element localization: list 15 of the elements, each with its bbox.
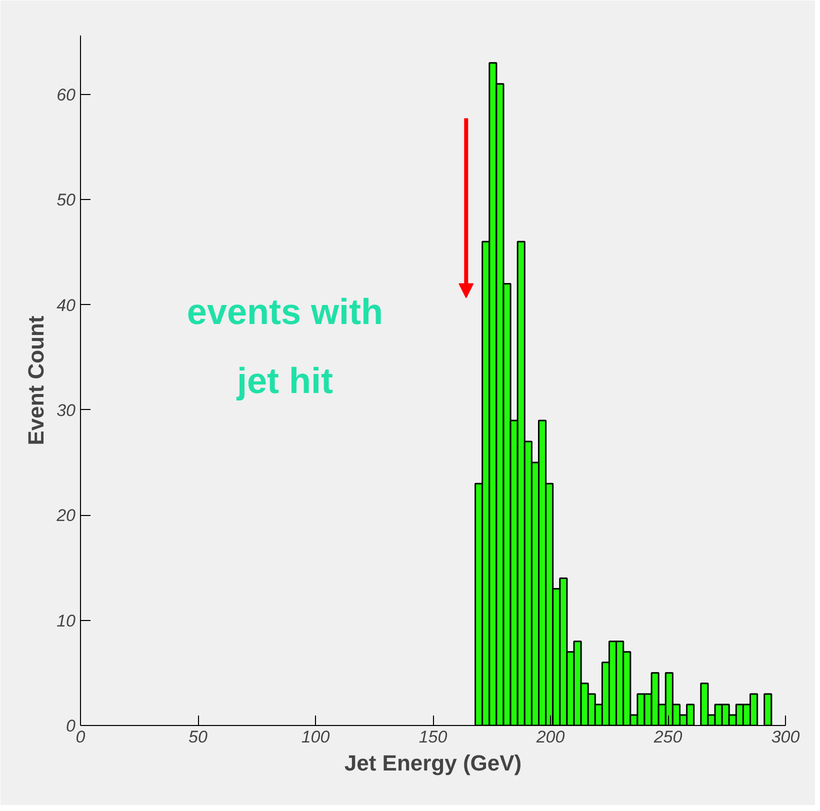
- x-tick-label: 300: [771, 728, 800, 746]
- x-axis-title: Jet Energy (GeV): [344, 750, 522, 776]
- x-tick-label: 200: [535, 728, 566, 746]
- y-tick-label: 40: [56, 296, 76, 315]
- x-tick-label: 250: [652, 728, 683, 746]
- y-axis-title: Event Count: [24, 315, 49, 446]
- y-tick-label: 30: [56, 400, 76, 420]
- y-tick-label: 10: [56, 611, 76, 630]
- y-tick-label: 20: [56, 506, 76, 526]
- x-tick-label: 50: [188, 728, 208, 746]
- annotation: events with jet hit: [186, 291, 383, 402]
- x-tick-label: 150: [418, 728, 448, 746]
- y-tick-label: 50: [56, 190, 76, 210]
- x-tick-label: 100: [301, 728, 330, 746]
- y-tick-label: 60: [56, 85, 76, 104]
